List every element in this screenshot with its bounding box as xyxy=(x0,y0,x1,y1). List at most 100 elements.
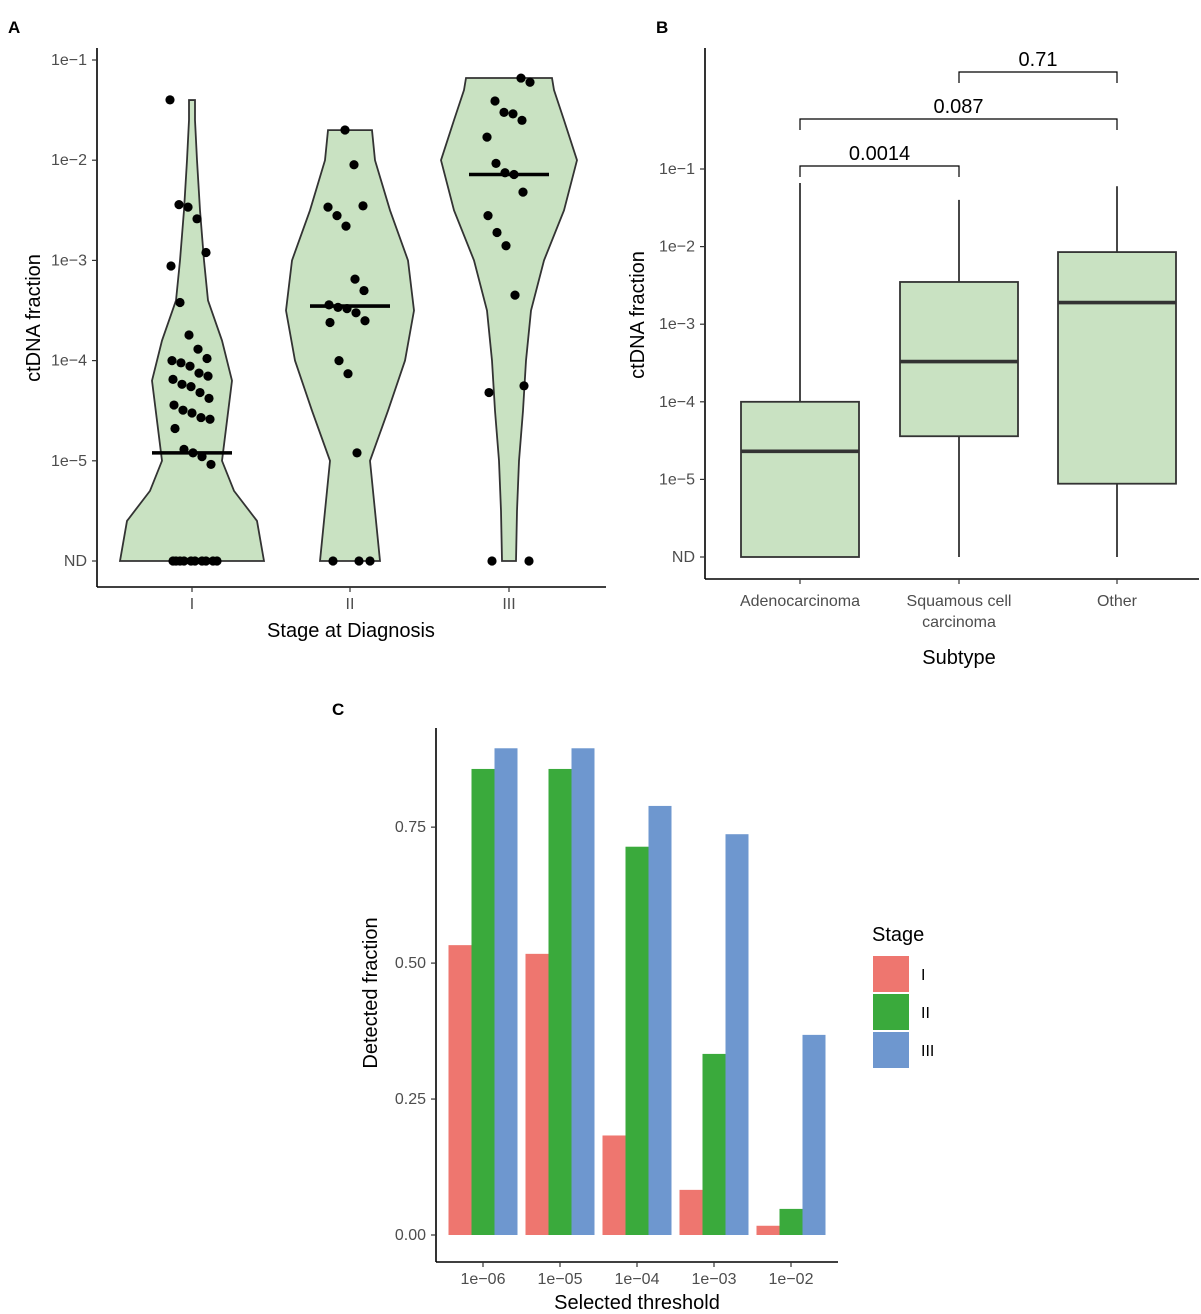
data-point xyxy=(325,317,335,328)
y-tick-label: 1e−4 xyxy=(51,353,87,370)
y-ticks: 0.00 0.25 0.50 0.75 xyxy=(395,819,436,1244)
data-point xyxy=(201,556,211,566)
box-body xyxy=(740,400,860,558)
x-tick-label: II xyxy=(346,596,355,613)
data-point xyxy=(334,356,344,366)
y-tick-label: 0.50 xyxy=(395,955,426,972)
data-point xyxy=(167,356,177,366)
data-point xyxy=(177,379,187,389)
y-ticks: ND 1e−5 1e−4 1e−3 1e−2 1e−1 xyxy=(51,52,97,570)
data-point xyxy=(328,556,338,566)
legend-label: III xyxy=(921,1043,934,1060)
data-point xyxy=(190,556,200,566)
y-tick-label: 1e−2 xyxy=(659,239,695,256)
violin-i xyxy=(118,99,266,562)
x-tick-label: Adenocarcinoma xyxy=(740,593,860,610)
x-tick-label-line: Squamous cell xyxy=(907,593,1012,610)
bars xyxy=(448,748,826,1235)
x-tick-label: 1e−02 xyxy=(769,1271,814,1288)
data-point xyxy=(510,290,520,300)
y-tick-label: 1e−3 xyxy=(51,252,87,269)
data-point xyxy=(525,77,535,87)
data-point xyxy=(352,448,362,458)
significance-bracket: 0.0014 xyxy=(799,143,960,177)
y-tick-label: 1e−1 xyxy=(659,161,695,178)
data-point xyxy=(193,344,203,354)
data-point xyxy=(168,374,178,384)
x-ticks: Adenocarcinoma Squamous cell carcinoma Othe… xyxy=(740,579,1138,631)
legend-label: I xyxy=(921,967,925,984)
data-point xyxy=(212,556,222,566)
data-point xyxy=(354,556,364,566)
x-ticks: I II III xyxy=(190,587,516,613)
x-tick-label: Other xyxy=(1097,593,1138,610)
data-point xyxy=(349,160,359,170)
medians xyxy=(152,172,549,455)
data-point xyxy=(174,200,184,210)
legend-swatch-ii xyxy=(873,994,909,1030)
data-point xyxy=(359,285,369,296)
legend-swatch-iii xyxy=(873,1032,909,1068)
data-point xyxy=(185,361,195,371)
data-point xyxy=(365,556,375,566)
bar-stage-i xyxy=(756,1225,780,1235)
data-point xyxy=(490,96,500,106)
significance-bracket: 0.087 xyxy=(799,96,1118,130)
data-point xyxy=(169,400,179,410)
data-point xyxy=(350,274,360,284)
p-value-label: 0.0014 xyxy=(849,143,910,165)
data-point xyxy=(178,405,188,415)
panel-b: B 0.0014 0.087 0.71 ND 1e−5 1e−4 1e−3 1e−2 1e−1… xyxy=(627,18,1199,669)
legend-swatch-i xyxy=(873,956,909,992)
data-point xyxy=(492,227,502,238)
data-point xyxy=(194,368,204,378)
box-other xyxy=(1057,186,1177,557)
significance-bracket: 0.71 xyxy=(958,49,1118,83)
data-point xyxy=(168,556,178,566)
bar-stage-iii xyxy=(571,748,595,1235)
x-tick-label: 1e−06 xyxy=(461,1271,506,1288)
data-point xyxy=(170,423,180,434)
bar-stage-i xyxy=(602,1135,626,1235)
y-tick-label: 1e−4 xyxy=(659,394,695,411)
panel-b-label: B xyxy=(656,18,668,37)
y-tick-label: 1e−1 xyxy=(51,52,87,69)
violin-iii xyxy=(440,77,578,562)
panel-a-label: A xyxy=(8,18,20,37)
y-tick-label: ND xyxy=(672,549,695,566)
data-point xyxy=(166,261,176,271)
y-tick-label: 1e−3 xyxy=(659,316,695,333)
legend-title: Stage xyxy=(872,924,924,946)
data-point xyxy=(484,387,494,398)
y-tick-label: 0.25 xyxy=(395,1091,426,1108)
data-point xyxy=(206,459,216,470)
data-point xyxy=(195,387,205,398)
data-point xyxy=(518,187,528,197)
box-squamous-cell-carcinoma xyxy=(899,199,1019,557)
data-point xyxy=(202,353,212,364)
bar-stage-i xyxy=(525,953,549,1235)
y-axis-title: ctDNA fraction xyxy=(627,251,649,379)
bar-stage-ii xyxy=(548,768,572,1235)
data-point xyxy=(201,247,211,258)
x-tick-label-line: Adenocarcinoma xyxy=(740,593,860,610)
data-point xyxy=(341,221,351,231)
data-point xyxy=(196,412,206,423)
y-axis-title: ctDNA fraction xyxy=(23,254,45,382)
x-tick-label: 1e−03 xyxy=(692,1271,737,1288)
y-axis-title: Detected fraction xyxy=(360,917,382,1068)
data-point xyxy=(482,132,492,142)
violins xyxy=(118,77,578,562)
bar-stage-iii xyxy=(802,1034,826,1235)
data-point xyxy=(351,308,361,318)
significance-brackets: 0.0014 0.087 0.71 xyxy=(799,49,1118,177)
data-point xyxy=(358,201,368,211)
x-tick-label: 1e−04 xyxy=(615,1271,660,1288)
legend-label: II xyxy=(921,1005,930,1022)
data-point xyxy=(483,210,493,221)
data-point xyxy=(343,369,353,379)
data-point xyxy=(508,109,518,119)
data-point xyxy=(323,202,333,212)
